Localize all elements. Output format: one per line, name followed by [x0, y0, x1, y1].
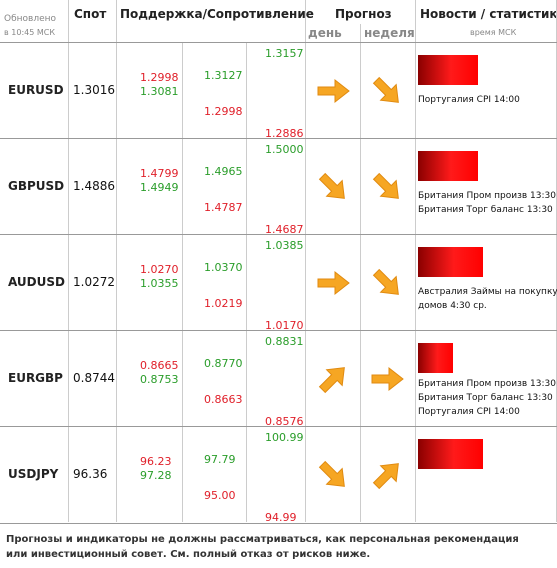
resistance: 1.0355 [140, 277, 179, 290]
news-bar [418, 343, 453, 373]
support: 1.4799 [140, 167, 179, 180]
news-time: время МСК [470, 28, 517, 37]
pair: EURUSD [8, 83, 64, 97]
arrow-shape [372, 76, 399, 103]
forecast-arrow [317, 78, 350, 104]
pair: AUDUSD [8, 275, 65, 289]
support: 95.00 [204, 489, 236, 502]
divider [360, 24, 361, 522]
spot: 1.4886 [73, 179, 115, 193]
news-item: Португалия CPI 14:00 [418, 407, 520, 417]
updated-time: в 10:45 МСК [4, 28, 56, 37]
divider [68, 0, 69, 522]
arrow-shape [318, 172, 345, 199]
arrow-shape [317, 270, 350, 296]
forecast-arrow [372, 463, 399, 490]
support: 0.8663 [204, 393, 243, 406]
forecast-header: Прогноз [335, 7, 392, 21]
spot: 0.8744 [73, 371, 115, 385]
news-item: домов 4:30 ср. [418, 301, 487, 311]
arrow-shape [318, 367, 345, 394]
spot: 1.3016 [73, 83, 115, 97]
arrow-shape [372, 172, 399, 199]
table-row: GBPUSD 1.4886 1.4949 1.4799 1.4965 1.4787 1.50… [0, 138, 557, 236]
resistance: 1.0385 [265, 239, 304, 252]
spot: 96.36 [73, 467, 108, 481]
divider [415, 0, 416, 522]
levels-header: Поддержка/Сопротивление [120, 7, 314, 21]
support: 1.4687 [265, 223, 304, 236]
support: 94.99 [265, 511, 297, 524]
forecast-arrow [372, 268, 399, 295]
divider [116, 0, 117, 522]
resistance: 97.79 [204, 453, 236, 466]
news-bar [418, 247, 483, 277]
table-row: EURGBP 0.8744 0.8753 0.8665 0.8770 0.8663 0.88… [0, 330, 557, 428]
news-item: Британия Торг баланс 13:30 [418, 393, 553, 403]
divider [246, 42, 247, 522]
news-bar [418, 439, 483, 469]
forecast-arrow [372, 76, 399, 103]
resistance: 1.4949 [140, 181, 179, 194]
divider [182, 42, 183, 522]
resistance: 1.4965 [204, 165, 243, 178]
resistance: 97.28 [140, 469, 172, 482]
support: 1.0170 [265, 319, 304, 332]
arrow-shape [371, 366, 404, 392]
week-header: неделя [364, 26, 415, 40]
news-bar [418, 55, 478, 85]
news-item: Британия Торг баланс 13:30 [418, 205, 553, 215]
forecast-arrow [318, 460, 345, 487]
news-header: Новости / статистика [420, 7, 557, 21]
support: 0.8665 [140, 359, 179, 372]
arrow-shape [372, 268, 399, 295]
spot: 1.0272 [73, 275, 115, 289]
arrow-shape [317, 78, 350, 104]
support: 1.0219 [204, 297, 243, 310]
forecast-arrow [317, 270, 350, 296]
pair: GBPUSD [8, 179, 65, 193]
resistance: 100.99 [265, 431, 304, 444]
support: 1.2998 [140, 71, 179, 84]
news-item: Британия Пром произв 13:30 [418, 379, 556, 389]
forecast-arrow [371, 366, 404, 392]
resistance: 1.3127 [204, 69, 243, 82]
header: Обновлено в 10:45 МСК Спот Поддержка/Соп… [0, 0, 557, 43]
spot-header: Спот [74, 7, 107, 21]
support: 1.0270 [140, 263, 179, 276]
arrow-shape [318, 460, 345, 487]
table-row: EURUSD 1.3016 1.3081 1.2998 1.3127 1.2998 1.31… [0, 42, 557, 140]
arrow-shape [372, 463, 399, 490]
resistance: 1.0370 [204, 261, 243, 274]
news-item: Австралия Займы на покупку [418, 287, 557, 297]
resistance: 1.3157 [265, 47, 304, 60]
day-header: день [308, 26, 342, 40]
pair: USDJPY [8, 467, 59, 481]
resistance: 0.8753 [140, 373, 179, 386]
pair: EURGBP [8, 371, 63, 385]
news-bar [418, 151, 478, 181]
news-item: Британия Пром произв 13:30 [418, 191, 556, 201]
table-row: USDJPY 96.36 97.28 96.23 97.79 95.00 100.99 94.… [0, 426, 557, 524]
forecast-arrow [318, 172, 345, 199]
support: 1.2998 [204, 105, 243, 118]
resistance: 1.3081 [140, 85, 179, 98]
support: 0.8576 [265, 415, 304, 428]
resistance: 0.8770 [204, 357, 243, 370]
resistance: 0.8831 [265, 335, 304, 348]
disclaimer: Прогнозы и индикаторы не должны рассматр… [6, 534, 519, 560]
table-row: AUDUSD 1.0272 1.0355 1.0270 1.0370 1.0219 1.03… [0, 234, 557, 332]
resistance: 1.5000 [265, 143, 304, 156]
forecast-arrow [318, 367, 345, 394]
support: 1.2886 [265, 127, 304, 140]
updated-label: Обновлено [4, 14, 57, 24]
support: 96.23 [140, 455, 172, 468]
news-item: Португалия CPI 14:00 [418, 95, 520, 105]
forecast-arrow [372, 172, 399, 199]
divider [305, 0, 306, 522]
support: 1.4787 [204, 201, 243, 214]
